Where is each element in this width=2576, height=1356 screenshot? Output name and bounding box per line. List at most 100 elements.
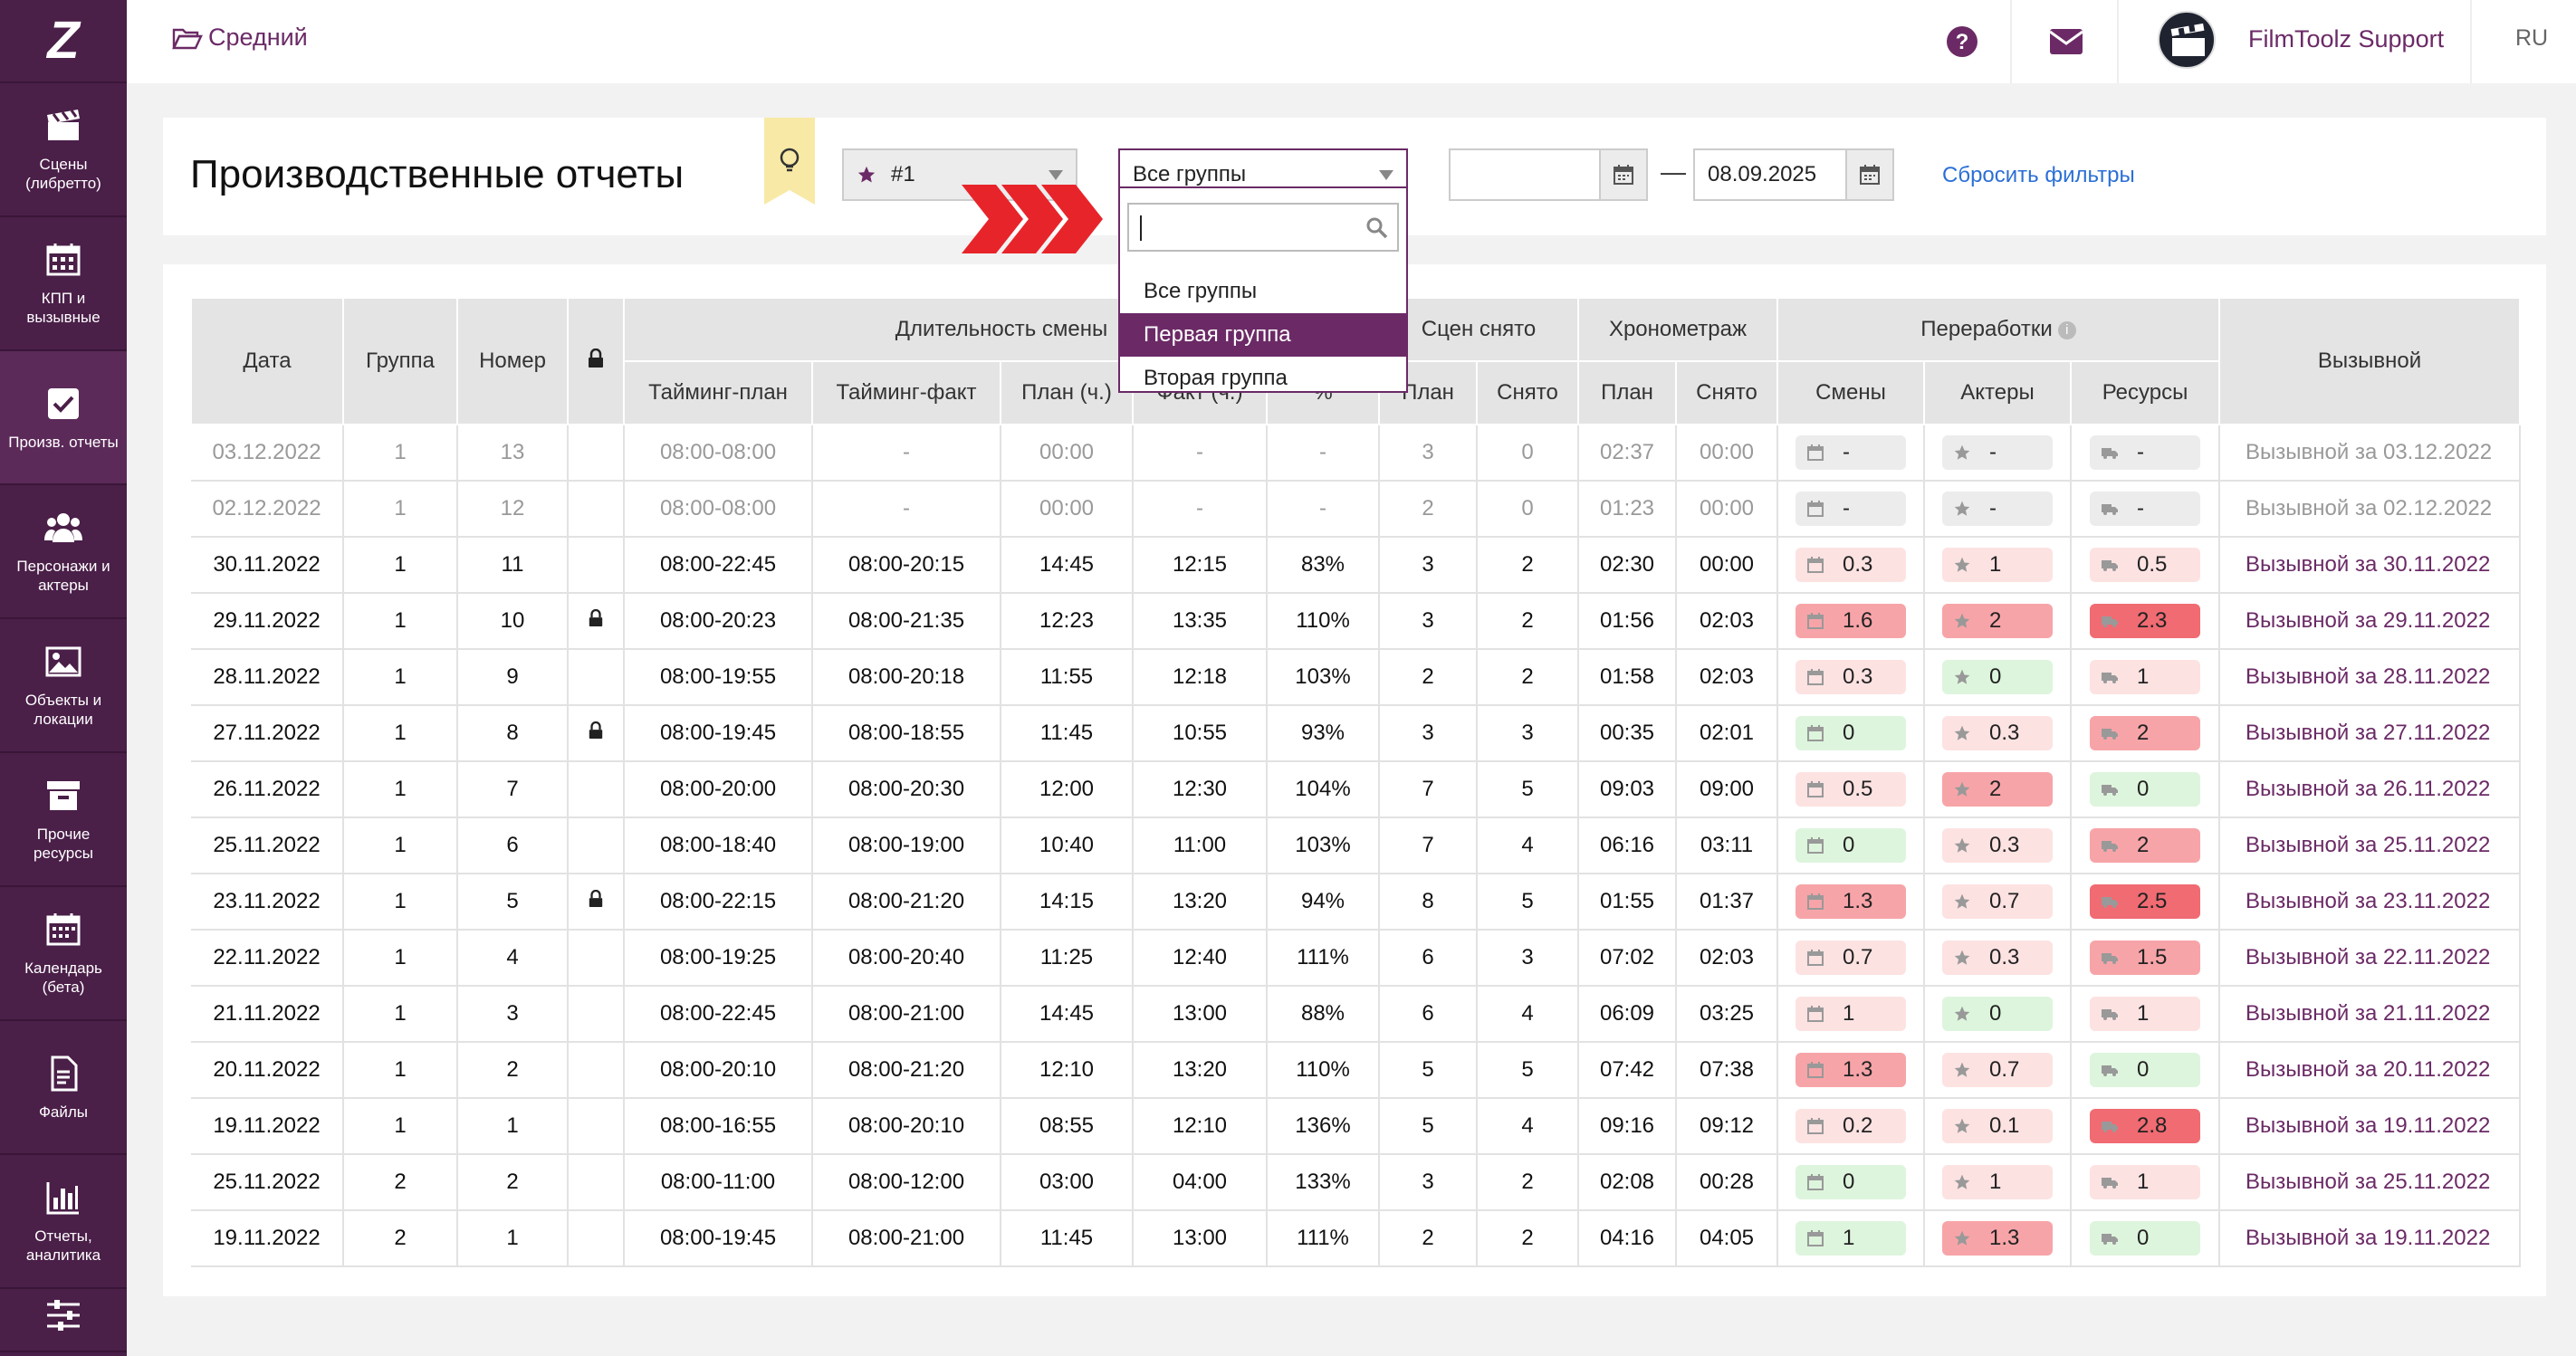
page-title: Производственные отчеты [190,152,685,196]
callsheet-link[interactable]: Вызывной за 20.11.2022 [2219,1042,2522,1099]
table-row[interactable]: 19.11.2022 2 1 08:00-19:45 08:00-21:00 11:45 1… [191,1210,2522,1267]
lock-cell [568,930,625,987]
sidebar-item-image[interactable]: Объекты и локации [0,619,127,753]
overtime-badge: 0.3 [1942,716,2054,750]
overtime-value: - [2137,496,2145,520]
calendar-icon[interactable] [1845,150,1892,199]
callsheet-link[interactable]: Вызывной за 23.11.2022 [2219,874,2522,931]
language-switch[interactable]: RU [2515,25,2549,51]
table-row[interactable]: 02.12.2022 1 12 08:00-08:00-00:00- -2 0 01:23 0… [191,481,2522,538]
dropdown-search-input[interactable] [1127,203,1399,252]
callsheet-link[interactable]: Вызывной за 25.11.2022 [2219,817,2522,874]
table-row[interactable]: 25.11.2022 2 2 08:00-11:00 08:00-12:00 03:00 0… [191,1154,2522,1211]
user-name[interactable]: FilmToolz Support [2248,25,2445,53]
table-row[interactable]: 25.11.2022 1 6 08:00-18:40 08:00-19:00 10:40 1… [191,817,2522,874]
cell-hdone: 07:38 [1676,1042,1779,1099]
mail-icon[interactable] [2046,25,2086,58]
table-row[interactable]: 23.11.2022 1 5 08:00-22:15 08:00-21:20 14:15 1… [191,874,2522,931]
sidebar-item-people[interactable]: Персонажи и актеры [0,485,127,619]
table-row[interactable]: 29.11.2022 1 10 08:00-20:23 08:00-21:35 12:23… [191,593,2522,650]
cell-planh: 12:23 [1001,593,1134,650]
date-to-field[interactable]: 08.09.2025 [1693,148,1894,201]
star-icon [1954,1062,1970,1077]
overtime-value: 1.3 [1989,1226,2020,1250]
sidebar-item-calendar[interactable]: Календарь (бета) [0,887,127,1021]
dropdown-option[interactable]: Первая группа [1120,313,1406,357]
callsheet-link[interactable]: Вызывной за 29.11.2022 [2219,593,2522,650]
sidebar-item-calendar-grid[interactable]: КПП и вызывные [0,217,127,351]
table-row[interactable]: 19.11.2022 1 1 08:00-16:55 08:00-20:10 08:55 1… [191,1098,2522,1155]
col-group[interactable]: Группа [342,297,458,425]
cell-date: 30.11.2022 [191,537,344,594]
cell-tplan: 08:00-20:00 [624,761,813,818]
cell-group: 1 [343,649,458,706]
sidebar-item-clapperboard[interactable]: Сцены (либретто) [0,83,127,217]
overtime-cell: 1 [2071,1154,2221,1211]
overtime-cell: 0.7 [1777,930,1926,987]
overtime-value: 2 [2137,833,2150,857]
calendar-icon[interactable] [1599,150,1646,199]
col-scenes-shot: Сцен снято [1378,297,1579,362]
overtime-badge: 0.7 [1942,884,2054,919]
callsheet-link[interactable]: Вызывной за 27.11.2022 [2219,705,2522,762]
cell-hplan: 09:03 [1578,761,1677,818]
table-row[interactable]: 28.11.2022 1 9 08:00-19:55 08:00-20:18 11:55 1… [191,649,2522,706]
callsheet-link[interactable]: Вызывной за 25.11.2022 [2219,1154,2522,1211]
avatar[interactable] [2158,11,2216,69]
sidebar-item-file[interactable]: Файлы [0,1021,127,1155]
overtime-badge: 0 [1942,997,2054,1031]
table-row[interactable]: 30.11.2022 1 11 08:00-22:45 08:00-20:15 14:45… [191,537,2522,594]
table-row[interactable]: 21.11.2022 1 3 08:00-22:45 08:00-21:00 14:45 1… [191,986,2522,1043]
callsheet-link[interactable]: Вызывной за 22.11.2022 [2219,930,2522,987]
table-row[interactable]: 27.11.2022 1 8 08:00-19:45 08:00-18:55 11:45 1… [191,705,2522,762]
help-icon[interactable]: ? [1942,22,1982,62]
breadcrumb[interactable]: Средний [172,24,308,52]
callsheet-link[interactable]: Вызывной за 21.11.2022 [2219,986,2522,1043]
callsheet-link[interactable]: Вызывной за 28.11.2022 [2219,649,2522,706]
callsheet-link[interactable]: Вызывной за 26.11.2022 [2219,761,2522,818]
cell-num: 1 [457,1098,569,1155]
bookmark-hint-icon[interactable] [759,118,822,205]
cell-facth: 10:55 [1133,705,1268,762]
overtime-value: 0.7 [1989,1057,2020,1082]
callsheet-link[interactable]: Вызывной за 03.12.2022 [2219,425,2522,482]
calendar-icon [1807,501,1824,517]
callsheet-link[interactable]: Вызывной за 30.11.2022 [2219,537,2522,594]
date-from-field[interactable] [1449,148,1648,201]
table-row[interactable]: 20.11.2022 1 2 08:00-20:10 08:00-21:20 12:10 1… [191,1042,2522,1099]
lock-cell [568,761,625,818]
sidebar-item-bar-chart[interactable]: Отчеты, аналитика [0,1155,127,1289]
overtime-value: 1 [1843,1226,1855,1250]
callsheet-link[interactable]: Вызывной за 02.12.2022 [2219,481,2522,538]
sidebar-item-sliders[interactable] [0,1289,127,1352]
overtime-value: - [1989,440,1997,464]
cell-group: 1 [343,817,458,874]
cell-tplan: 08:00-19:25 [624,930,813,987]
app-logo[interactable]: Z [0,0,127,83]
dropdown-option[interactable]: Вторая группа [1144,366,1288,390]
overtime-cell: 0.2 [1777,1098,1926,1155]
table-row[interactable]: 22.11.2022 1 4 08:00-19:25 08:00-20:40 11:25 1… [191,930,2522,987]
callsheet-link[interactable]: Вызывной за 19.11.2022 [2219,1098,2522,1155]
cell-splan: 3 [1379,425,1478,482]
cell-tplan: 08:00-20:23 [624,593,813,650]
overtime-badge: 0 [1796,828,1907,863]
overtime-value: 0.2 [1843,1113,1873,1138]
chevron-down-icon [1379,170,1393,180]
dropdown-option[interactable]: Все группы [1144,279,1258,303]
col-date[interactable]: Дата [190,297,344,425]
col-number[interactable]: Номер [456,297,569,425]
table-row[interactable]: 03.12.2022 1 13 08:00-08:00-00:00- -3 0 02:37 0… [191,425,2522,482]
sidebar-item-archive-box[interactable]: Прочие ресурсы [0,753,127,887]
cell-hplan: 02:30 [1578,537,1677,594]
table-row[interactable]: 26.11.2022 1 7 08:00-20:00 08:00-20:30 12:00 1… [191,761,2522,818]
reset-filters-link[interactable]: Сбросить фильтры [1942,163,2135,187]
lock-icon [589,608,603,626]
sidebar-item-checkbox[interactable]: Произв. отчеты [0,351,127,485]
overtime-badge: 1 [1942,1165,2054,1199]
info-icon[interactable]: i [2057,320,2076,339]
callsheet-link[interactable]: Вызывной за 19.11.2022 [2219,1210,2522,1267]
cell-num: 4 [457,930,569,987]
overtime-cell: 2 [1924,761,2073,818]
cell-planh: 14:45 [1001,986,1134,1043]
